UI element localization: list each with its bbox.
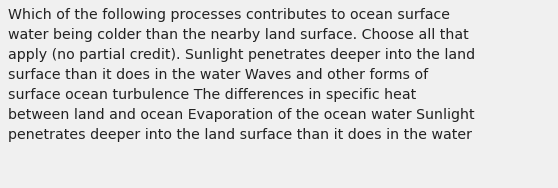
Text: Which of the following processes contributes to ocean surface
water being colder: Which of the following processes contrib… [8,8,475,142]
